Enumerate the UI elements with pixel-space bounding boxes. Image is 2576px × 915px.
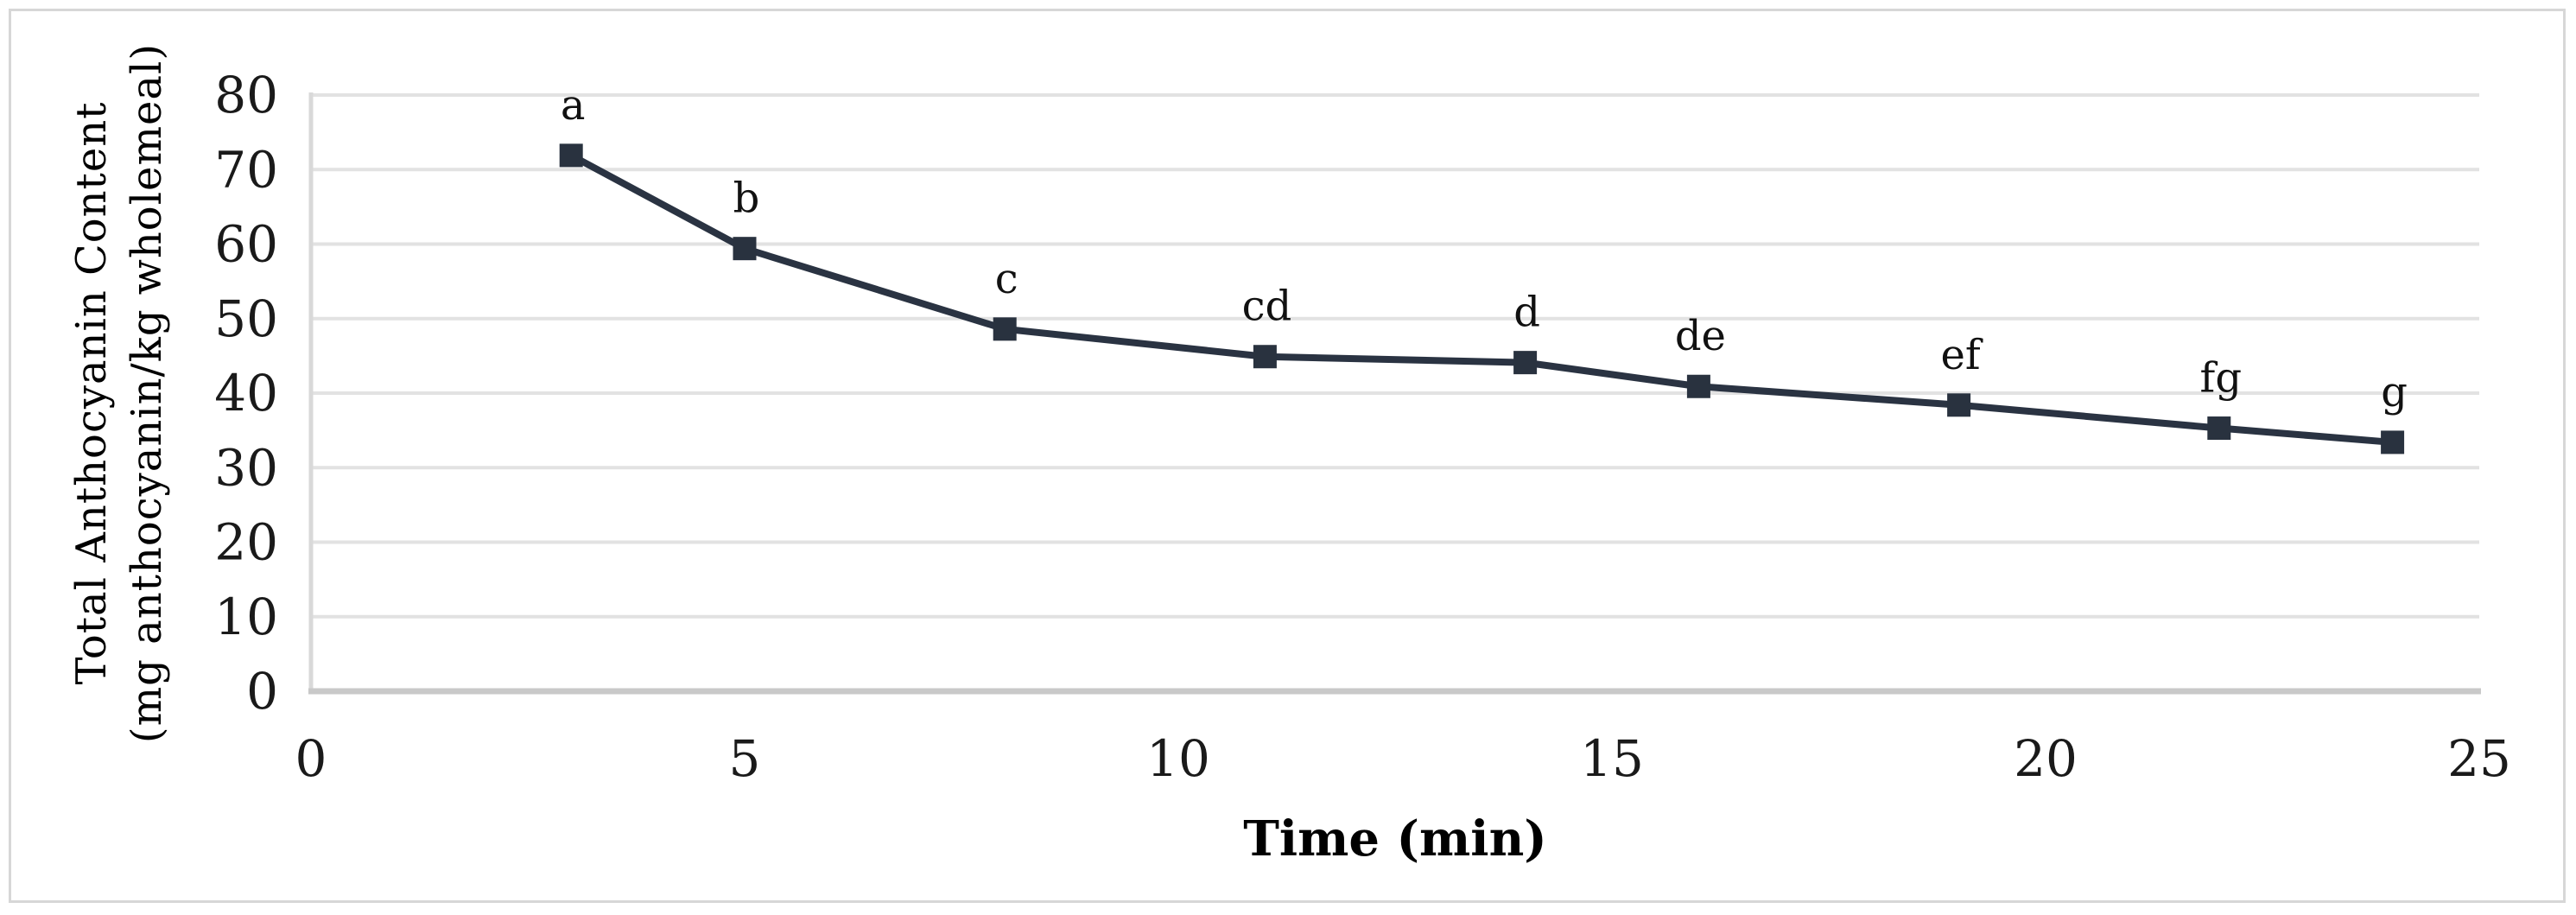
x-tick-label: 5 — [729, 729, 761, 788]
point-label: g — [2381, 368, 2408, 416]
x-tick-label: 10 — [1146, 729, 1210, 788]
x-tick-label: 20 — [2014, 729, 2078, 788]
data-point-marker — [1253, 345, 1277, 369]
data-point-marker — [2381, 430, 2405, 454]
data-point-marker — [559, 143, 583, 168]
point-label: a — [561, 81, 586, 130]
point-label: cd — [1242, 283, 1292, 331]
data-point-marker — [1513, 351, 1538, 375]
y-axis-title-line2: (mg anthocyanin/kg wholemeal) — [123, 42, 171, 744]
y-axis-title: Total Anthocyanin Content (mg anthocyani… — [64, 26, 174, 760]
y-axis-title-line1: Total Anthocyanin Content — [67, 101, 116, 685]
data-point-marker — [1686, 374, 1710, 398]
y-tick-label: 60 — [214, 215, 278, 274]
y-tick-label: 10 — [214, 588, 278, 646]
y-tick-label: 80 — [214, 66, 278, 124]
y-tick-label: 50 — [214, 289, 278, 348]
point-label: ef — [1941, 331, 1983, 379]
y-tick-label: 40 — [214, 364, 278, 423]
x-tick-label: 15 — [1580, 729, 1644, 788]
y-tick-label: 30 — [214, 438, 278, 497]
x-tick-label: 25 — [2447, 729, 2511, 788]
figure-border — [9, 9, 2566, 903]
y-tick-label: 20 — [214, 513, 278, 572]
x-tick-label: 0 — [295, 729, 327, 788]
data-point-marker — [733, 237, 757, 261]
point-label: d — [1513, 289, 1540, 337]
data-point-marker — [1947, 393, 1971, 417]
point-label: b — [733, 175, 760, 223]
y-tick-label: 70 — [214, 140, 278, 199]
point-label: c — [995, 255, 1018, 303]
x-axis-title: Time (min) — [1243, 810, 1547, 867]
data-point-marker — [2207, 416, 2231, 441]
data-line — [569, 152, 2393, 446]
y-tick-label: 0 — [246, 662, 278, 721]
data-point-marker — [993, 317, 1017, 341]
point-label: fg — [2200, 354, 2243, 403]
point-label: de — [1675, 312, 1726, 360]
